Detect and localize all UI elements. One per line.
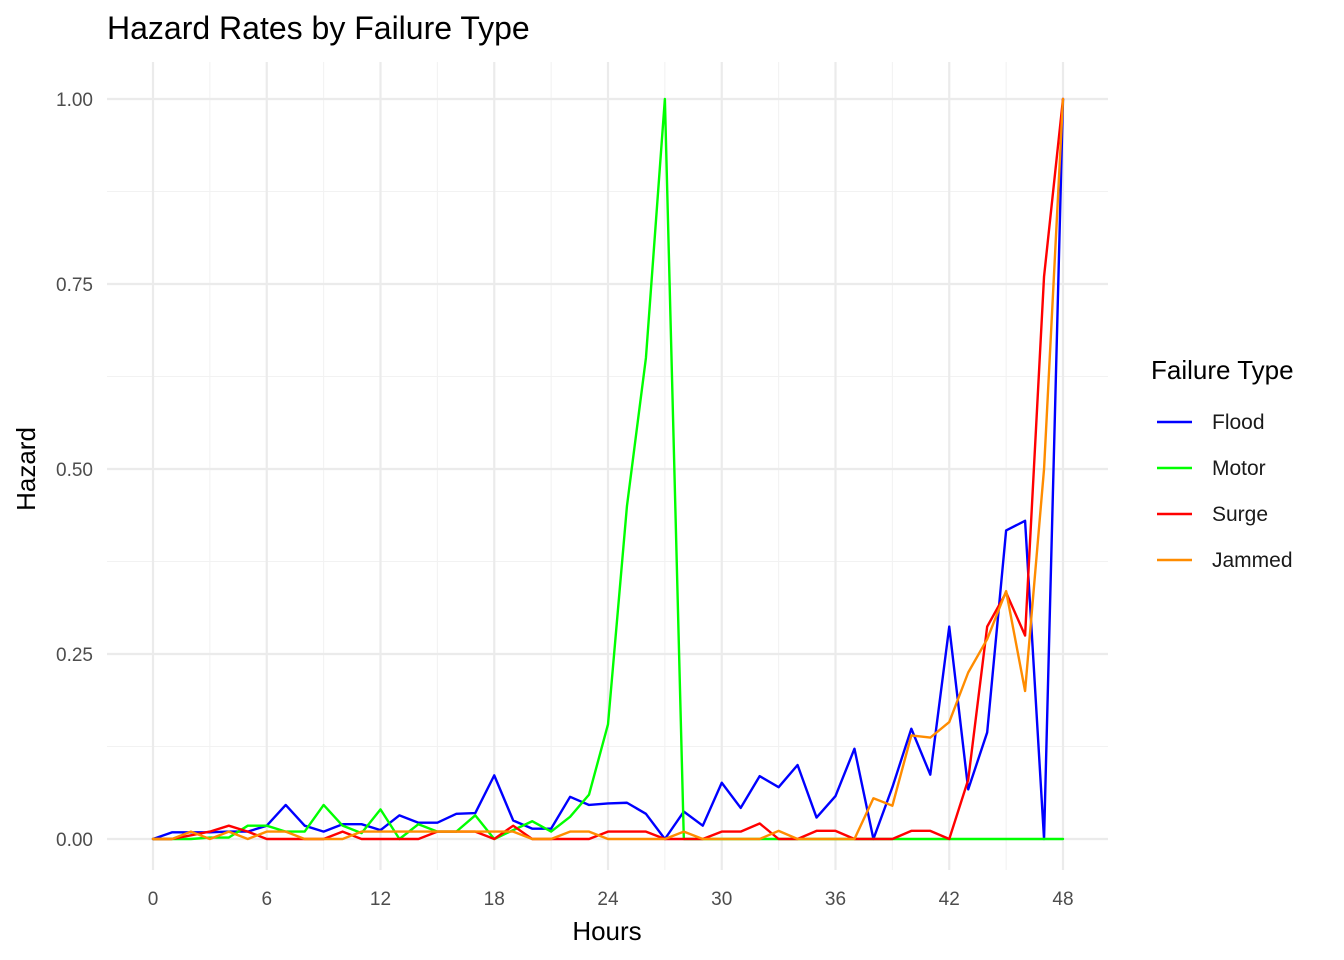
axis-ticks: 0 6 12 18 24 30 36 42 48 0.00 0.25 0.50 0.75 1.00 xyxy=(56,90,1074,910)
legend-item-flood: Flood xyxy=(1157,411,1265,434)
x-tick-label: 30 xyxy=(711,889,732,910)
x-tick-label: 24 xyxy=(597,889,619,910)
y-tick-label: 0.50 xyxy=(56,460,93,481)
x-tick-label: 0 xyxy=(148,889,159,910)
x-tick-label: 18 xyxy=(484,889,505,910)
grid xyxy=(107,62,1108,870)
y-tick-label: 0.25 xyxy=(56,645,93,666)
legend-item-jammed: Jammed xyxy=(1157,549,1293,572)
x-tick-label: 12 xyxy=(370,889,391,910)
legend-label: Motor xyxy=(1212,457,1266,480)
x-tick-label: 42 xyxy=(939,889,960,910)
series-line-motor xyxy=(151,97,1065,841)
legend-title: Failure Type xyxy=(1151,355,1294,385)
legend-label: Jammed xyxy=(1212,549,1293,572)
series-lines xyxy=(151,97,1065,841)
series-line-flood xyxy=(151,97,1065,841)
chart-title: Hazard Rates by Failure Type xyxy=(107,10,530,46)
legend-label: Flood xyxy=(1212,411,1265,434)
legend-item-surge: Surge xyxy=(1157,503,1268,526)
y-tick-label: 1.00 xyxy=(56,90,93,111)
y-tick-label: 0.00 xyxy=(56,830,93,851)
y-tick-label: 0.75 xyxy=(56,275,93,296)
x-axis-title: Hours xyxy=(572,916,641,946)
series-line-jammed xyxy=(151,97,1065,841)
legend: Failure Type Flood Motor Surge Jammed xyxy=(1151,355,1294,572)
y-axis-title: Hazard xyxy=(11,427,41,511)
legend-item-motor: Motor xyxy=(1157,457,1266,480)
x-tick-label: 6 xyxy=(261,889,272,910)
x-tick-label: 36 xyxy=(825,889,846,910)
x-tick-label: 48 xyxy=(1052,889,1073,910)
legend-label: Surge xyxy=(1212,503,1268,526)
